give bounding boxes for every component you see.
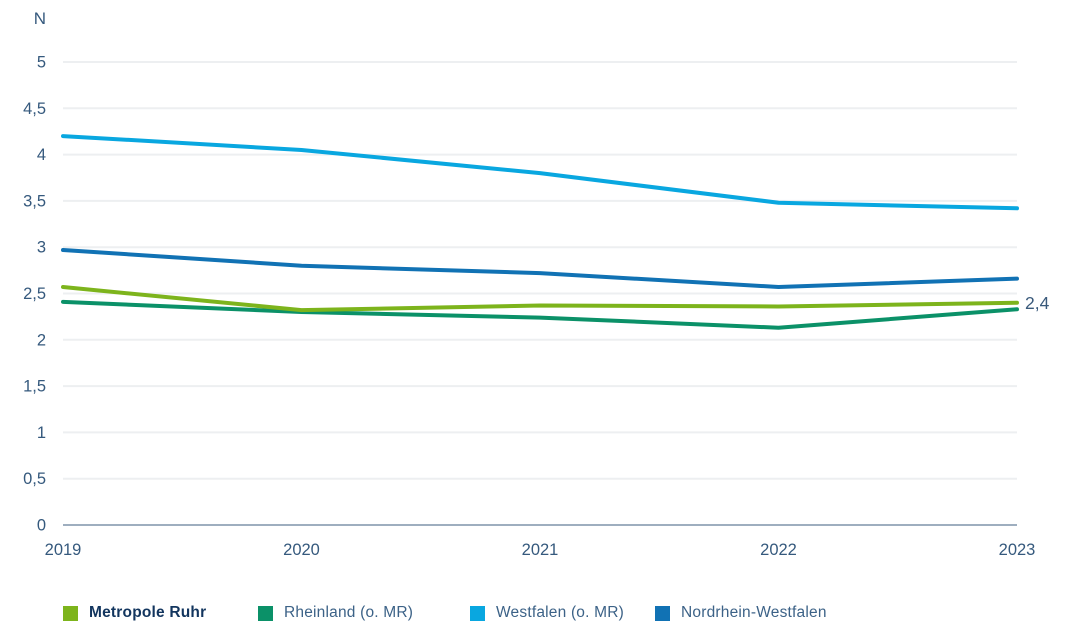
legend-label: Nordrhein-Westfalen [681, 604, 827, 621]
legend-item-nordrhein-westfalen[interactable]: Nordrhein-Westfalen [655, 604, 827, 622]
legend-label: Rheinland (o. MR) [284, 604, 414, 621]
y-tick-label: 0,5 [23, 470, 46, 488]
y-tick-label: 3,5 [23, 192, 46, 210]
series-line-rheinland-o-mr [61, 299, 1019, 330]
line-chart: 0 0,5 1 1,5 2 2,5 3 3,5 4 4,5 5 N 2019 2020 2021 2022 20… [23, 9, 1050, 559]
legend-swatch-icon [258, 605, 273, 621]
legend-item-westfalen-o-mr[interactable]: Westfalen (o. MR) [470, 604, 624, 622]
y-tick-label: 1,5 [23, 378, 46, 396]
legend-swatch-icon [655, 605, 670, 621]
y-tick-label: 2,5 [23, 285, 46, 303]
series-line-westfalen-o-mr [61, 134, 1019, 211]
legend-swatch-icon [470, 605, 485, 621]
y-tick-label: 0 [37, 517, 46, 535]
x-tick-label: 2021 [522, 541, 559, 559]
y-tick-label: 5 [37, 54, 46, 72]
y-tick-label: 4,5 [23, 100, 46, 118]
x-tick-label: 2023 [999, 541, 1036, 559]
end-value-label: 2,4 [1025, 293, 1050, 313]
legend-swatch-icon [63, 605, 78, 621]
legend-item-rheinland-o-mr[interactable]: Rheinland (o. MR) [258, 604, 413, 622]
y-axis-title: N [34, 9, 46, 28]
y-tick-label: 2 [37, 331, 46, 349]
series-line-metropole-ruhr [61, 285, 1019, 313]
y-tick-label: 4 [37, 146, 46, 164]
x-tick-label: 2022 [760, 541, 797, 559]
legend-label: Westfalen (o. MR) [496, 604, 625, 621]
y-tick-label: 3 [37, 239, 46, 257]
x-tick-label: 2019 [45, 541, 82, 559]
x-tick-label: 2020 [283, 541, 320, 559]
legend-item-metropole-ruhr[interactable]: Metropole Ruhr [63, 604, 206, 622]
chart-legend: Metropole Ruhr Rheinland (o. MR) Westfalen… [0, 600, 1080, 630]
y-tick-label: 1 [37, 424, 46, 442]
legend-label: Metropole Ruhr [89, 604, 207, 621]
series-line-nordrhein-westfalen [61, 247, 1019, 290]
